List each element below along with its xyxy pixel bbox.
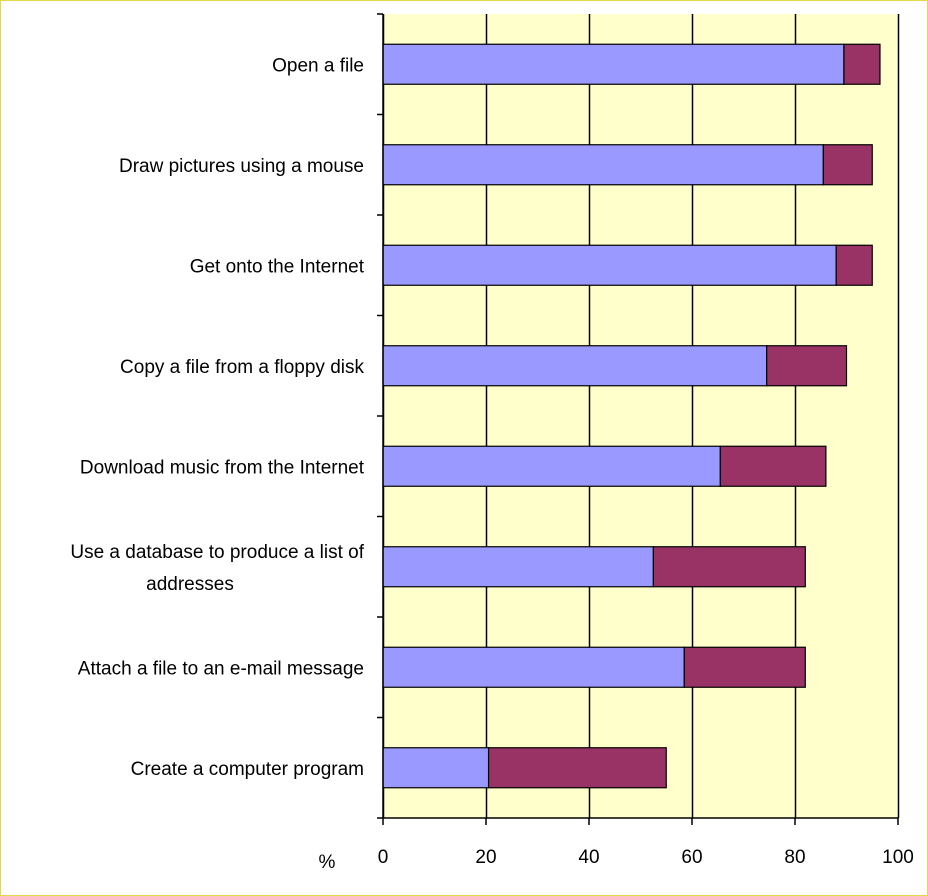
bar-series-1 (382, 244, 837, 286)
bar-series-2 (822, 144, 873, 186)
bar-series-1 (382, 144, 824, 186)
bar-series-2 (766, 345, 848, 387)
category-label: Get onto the Internet (190, 256, 365, 277)
category-label: Create a computer program (131, 759, 364, 780)
bar-series-2 (652, 546, 806, 588)
bar-series-2 (835, 244, 873, 286)
bar-series-1 (382, 445, 721, 487)
x-tick-label: 20 (475, 847, 496, 868)
x-axis-label: % (319, 852, 336, 873)
category-labels: Open a file Draw pictures using a mouse Ge… (70, 55, 364, 780)
plot-area (383, 14, 898, 818)
bar-series-2 (487, 747, 667, 789)
category-label: Download music from the Internet (80, 457, 365, 478)
category-label: Open a file (272, 55, 364, 76)
axes (377, 13, 899, 825)
bar-series-1 (382, 646, 685, 688)
bar-series-2 (683, 646, 806, 688)
bar-series-1 (382, 546, 654, 588)
bars (382, 43, 881, 789)
x-tick-label: 100 (882, 847, 914, 868)
bar-series-2 (843, 43, 881, 85)
x-tick-label: 60 (681, 847, 702, 868)
category-label: Copy a file from a floppy disk (120, 357, 364, 378)
x-tick-label: 40 (578, 847, 599, 868)
bar-series-1 (382, 345, 768, 387)
category-label: Attach a file to an e-mail message (78, 658, 364, 679)
x-tick-label: 0 (378, 847, 389, 868)
x-tick-labels: 0 20 40 60 80 100 (378, 847, 914, 868)
bar-series-1 (382, 43, 845, 85)
x-tick-label: 80 (784, 847, 805, 868)
category-label: Draw pictures using a mouse (119, 156, 364, 177)
category-label: addresses (146, 574, 234, 595)
bar-series-2 (719, 445, 827, 487)
category-label: Use a database to produce a list of (70, 542, 364, 563)
bar-series-1 (382, 747, 490, 789)
